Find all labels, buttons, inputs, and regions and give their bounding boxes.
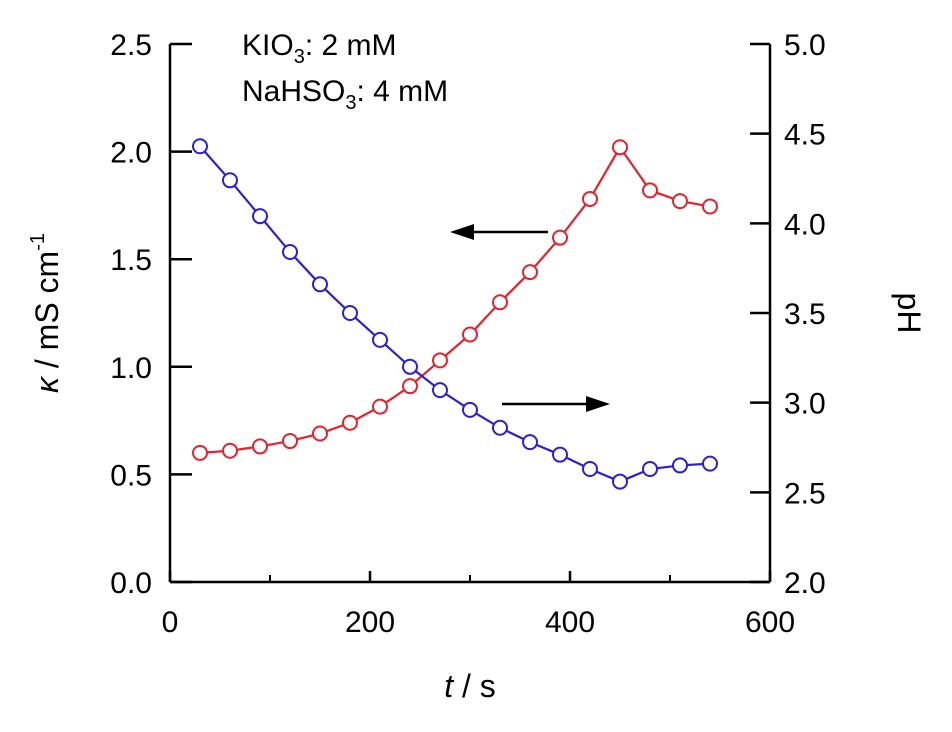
ph-data-point [222,172,238,189]
ph-data-point [702,455,718,472]
ph-data-point [312,276,328,293]
conductivity-data-point [582,190,598,207]
ph-data-point [372,331,388,348]
conductivity-data-point [672,193,688,210]
y-left-tick-label: 0.0 [110,567,152,600]
x-tick-label: 0 [162,606,179,639]
y-right-tick-label: 2.0 [784,567,826,600]
series-layer [192,138,718,490]
conductivity-data-point [192,444,208,461]
y-right-tick-label: 4.0 [784,208,826,241]
x-axis-title: t / s [444,668,496,704]
y-right-axis-ticks: 2.0 2.5 3.0 3.5 4.0 4.5 5.0 [750,29,826,600]
x-axis-ticks: 0 200 400 600 [162,571,795,639]
conductivity-data-point [282,433,298,450]
ph-data-point [642,461,658,478]
annotation-kio3: KIO3: 2 mM [242,29,396,68]
conductivity-data-point [222,442,238,459]
ph-data-point [282,244,298,261]
y-right-tick-label: 5.0 [784,29,826,62]
x-tick-label: 600 [745,606,795,639]
y-left-tick-label: 2.5 [110,29,152,62]
y-right-tick-label: 3.0 [784,388,826,421]
conductivity-data-point [702,198,718,215]
conductivity-data-point [552,229,568,246]
conductivity-data-point [522,264,538,281]
ph-data-point [672,457,688,474]
y-left-axis-ticks: 0.0 0.5 1.0 1.5 2.0 2.5 [110,29,192,600]
y-right-axis-title: pH [891,293,927,334]
ph-data-point [552,446,568,463]
right-arrow [502,396,610,412]
ph-data-point [432,382,448,399]
ph-data-point [522,434,538,451]
ph-data-point [252,208,268,225]
conductivity-data-point [252,438,268,455]
ph-data-point [612,473,628,490]
ph-data-point [192,138,208,155]
x-tick-label: 400 [545,606,595,639]
ph-data-point [342,305,358,321]
y-right-tick-label: 3.5 [784,298,826,331]
conductivity-data-point [612,139,628,156]
annotation-nahso3: NaHSO3: 4 mM [242,75,448,114]
y-left-tick-label: 1.5 [110,244,152,277]
conductivity-data-point [462,326,478,343]
ph-data-point [402,358,418,375]
conductivity-data-point [342,414,358,431]
y-left-tick-label: 0.5 [110,459,152,492]
conductivity-data-point [432,352,448,369]
ph-data-point [462,401,478,418]
y-left-axis-title: κ / mS cm-1 [27,233,65,393]
y-left-tick-label: 2.0 [110,137,152,170]
x-tick-label: 200 [345,606,395,639]
y-right-tick-label: 2.5 [784,477,826,510]
conductivity-data-point [642,182,658,199]
y-right-tick-label: 4.5 [784,119,826,152]
y-left-tick-label: 1.0 [110,352,152,385]
ph-data-point [582,461,598,478]
conductivity-data-point [402,378,418,395]
ph-data-point [492,419,508,436]
conductivity-data-point [372,398,388,415]
left-arrow [450,224,548,240]
conductivity-data-point [492,294,508,311]
conductivity-data-point [312,425,328,442]
